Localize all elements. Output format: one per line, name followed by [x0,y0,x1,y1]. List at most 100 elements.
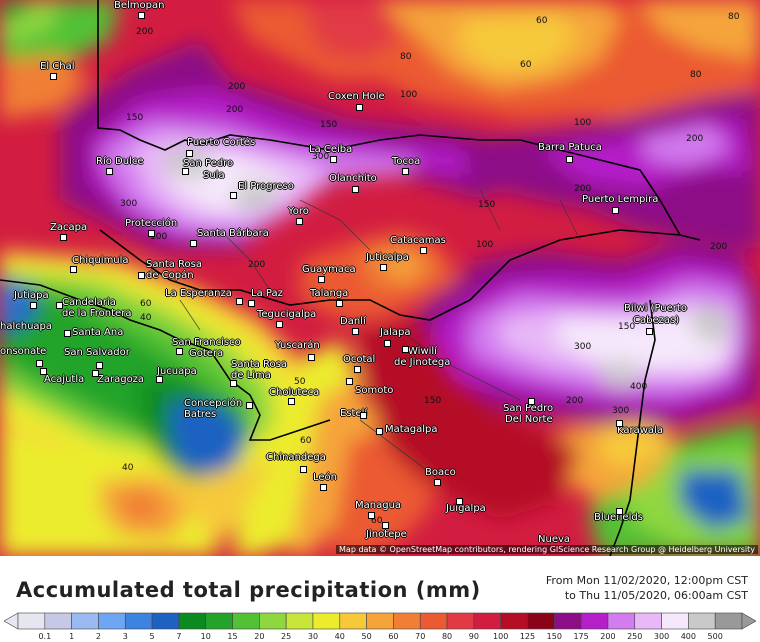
scale-tick-label: 500 [707,632,723,641]
place-label[interactable]: Candelaria [62,297,116,308]
place-label[interactable]: Catacamas [390,235,446,246]
place-label[interactable]: Santa Rosa [231,359,287,370]
place-label[interactable]: Puerto Cortés [187,137,256,148]
place-label[interactable]: Puerto Lempira [582,194,659,205]
place-label[interactable]: Batres [184,409,217,420]
place-label[interactable]: Nueva [538,534,571,545]
place-label[interactable]: Somoto [355,385,394,396]
place-label[interactable]: Jucuapa [157,366,197,377]
contour-label: 40 [140,313,152,323]
place-label[interactable]: Zaragoza [97,374,145,385]
scale-tick-label: 125 [519,632,536,641]
place-label[interactable]: Concepción [184,398,243,409]
place-label[interactable]: Matagalpa [385,424,438,435]
scale-tick-label: 200 [600,632,616,641]
place-label[interactable]: Managua [355,500,402,511]
place-label[interactable]: Olanchito [329,173,377,184]
scale-swatch [688,612,716,630]
scale-swatch [124,612,153,630]
place-label[interactable]: Juigalpa [446,503,486,514]
contour-label: 60 [520,60,532,70]
place-label[interactable]: San Francisco [172,337,241,348]
place-label[interactable]: Santa Ana [72,327,124,338]
place-label[interactable]: de Copán [146,270,194,281]
contour-label: 200 [710,242,728,252]
scale-swatch [366,612,394,630]
contour-label: 200 [248,260,266,270]
place-label[interactable]: Boaco [425,467,456,478]
place-label[interactable]: Guaymaca [302,264,356,275]
place-label[interactable]: Jalapa [380,327,411,338]
place-label[interactable]: Juticalpa [366,252,409,263]
place-label[interactable]: Jinotepe [366,529,407,540]
place-label[interactable]: La Paz [251,288,283,299]
place-label[interactable]: Santa Bárbara [197,228,269,239]
place-label[interactable]: La Esperanza [165,288,232,299]
place-marker [616,420,623,427]
place-label[interactable]: San Pedro [503,403,554,414]
place-label[interactable]: Bluefields [594,512,643,523]
place-label[interactable]: Yoro [288,206,309,217]
place-label[interactable]: Bilwi (Puerto [624,303,687,314]
place-label[interactable]: Barra Patuca [538,142,602,153]
place-label[interactable]: Cabezas) [633,315,680,326]
place-label[interactable]: de Lima [231,370,271,381]
place-label[interactable]: halchuapa [0,321,53,332]
place-label[interactable]: Karawala [617,425,663,436]
place-label[interactable]: Jutiapa [14,290,49,301]
scale-swatch [419,612,448,630]
place-label[interactable]: Danlí [340,316,366,327]
contour-label: 300 [574,342,592,352]
color-scale-bar [4,612,756,630]
place-label[interactable]: Tegucigalpa [257,309,317,320]
place-label[interactable]: Choluteca [269,387,320,398]
place-label[interactable]: Santa Rosa [146,259,202,270]
contour-label: 80 [690,70,702,80]
place-label[interactable]: Protección [125,218,178,229]
place-marker [320,484,327,491]
scale-swatch [393,612,421,630]
place-label[interactable]: León [313,472,338,483]
place-label[interactable]: El Chal [40,61,75,72]
place-label[interactable]: de la Frontera [62,308,132,319]
place-label[interactable]: San Pedro [183,158,234,169]
scale-swatch [178,612,207,630]
place-label[interactable]: Tocoa [392,156,421,167]
place-marker [336,300,343,307]
place-marker [40,368,47,375]
place-label[interactable]: onsonate [0,346,47,357]
place-label[interactable]: Chiquimula [72,255,129,266]
scale-tick-label: 175 [573,632,589,641]
place-label[interactable]: Talanga [310,288,349,299]
scale-tick-label: 10 [200,632,211,641]
scale-swatch [205,612,233,630]
place-marker [612,207,619,214]
place-marker [566,156,573,163]
scale-tick-label: 25 [281,632,292,641]
place-label[interactable]: de Jinotega [394,357,451,368]
scale-swatch [473,612,501,630]
period-end: to Thu 11/05/2020, 06:00am CST [564,589,748,602]
place-label[interactable]: La Ceiba [309,144,353,155]
place-marker [646,328,653,335]
place-label[interactable]: Del Norte [505,414,553,425]
place-label[interactable]: Gotera [189,348,224,359]
place-label[interactable]: Belmopan [114,0,165,11]
place-label[interactable]: Coxen Hole [328,91,385,102]
scale-swatch [44,612,72,630]
place-label[interactable]: Ocotal [343,354,376,365]
place-label[interactable]: Acajutla [44,374,85,385]
place-label[interactable]: Río Dulce [96,156,144,167]
place-label[interactable]: El Progreso [238,181,294,192]
place-label[interactable]: Estelí [340,408,368,419]
place-marker [148,230,155,237]
place-label[interactable]: Zacapa [50,222,88,233]
place-marker [64,330,71,337]
place-label[interactable]: Sula [203,170,225,181]
contour-label: 150 [478,200,496,210]
place-label[interactable]: San Salvador [64,347,130,358]
precipitation-map[interactable]: 60 80 80 60 80 100 200 200 300 150 100 2… [0,0,760,556]
place-label[interactable]: Wiwilí [408,346,437,357]
place-label[interactable]: Yuscarán [275,340,320,351]
place-label[interactable]: Chinandega [266,452,326,463]
